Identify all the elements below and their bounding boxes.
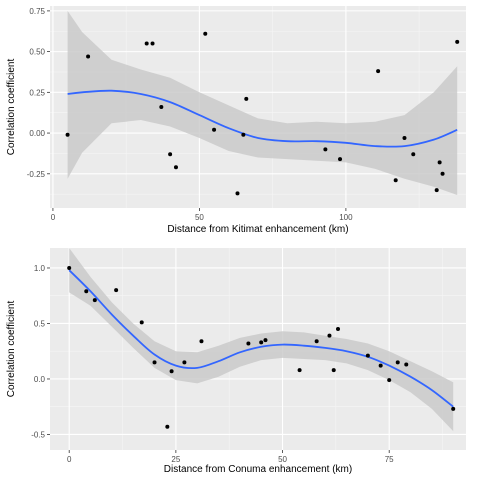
x-axis-title: Distance from Kitimat enhancement (km) — [167, 224, 348, 235]
data-point — [404, 362, 409, 367]
data-point — [297, 368, 302, 373]
y-tick-label: 0.00 — [29, 129, 45, 138]
data-point — [440, 171, 445, 176]
data-point — [393, 178, 398, 183]
data-point — [235, 191, 240, 196]
axis-ticks: 0 25 50 75 -0.5 0.0 0.5 1.0 — [31, 264, 394, 464]
x-tick-label: 0 — [51, 213, 56, 222]
data-point — [395, 360, 400, 365]
data-point — [336, 327, 340, 332]
x-tick-label: 75 — [385, 455, 394, 464]
y-tick-label: 0.5 — [34, 319, 46, 328]
x-tick-label: 50 — [195, 213, 204, 222]
data-point — [65, 132, 70, 137]
data-point — [246, 341, 251, 346]
data-point — [365, 353, 370, 358]
axis-ticks: 0 50 100 -0.25 0.00 0.25 0.50 0.75 — [27, 7, 353, 222]
data-point — [323, 147, 328, 152]
data-point — [376, 69, 381, 74]
x-tick-label: 25 — [171, 455, 180, 464]
data-point — [378, 363, 383, 368]
x-tick-label: 50 — [278, 455, 287, 464]
data-point — [152, 360, 157, 365]
data-point — [455, 39, 460, 44]
y-tick-label: 0.75 — [29, 7, 45, 16]
data-point — [203, 31, 208, 36]
y-tick-label: 1.0 — [34, 264, 46, 273]
smooth-line — [67, 89, 458, 148]
data-point — [387, 378, 392, 383]
data-point — [199, 339, 204, 344]
data-points — [65, 31, 460, 196]
smooth-line — [68, 269, 454, 408]
y-axis-title: Correlation coefficient — [6, 59, 17, 156]
data-point — [144, 41, 149, 46]
y-tick-label: 0.50 — [29, 48, 45, 57]
data-point — [244, 96, 249, 101]
confidence-ribbon — [69, 248, 454, 432]
chart-panel-2: 0 25 50 75 -0.5 0.0 0.5 1.0 Distance from Conuma… — [6, 248, 466, 475]
y-axis-title: Correlation coefficient — [6, 301, 17, 398]
y-tick-label: 0.25 — [29, 88, 45, 97]
data-point — [437, 160, 442, 165]
data-point — [114, 288, 119, 293]
data-point — [434, 188, 439, 193]
data-point — [139, 320, 144, 325]
confidence-ribbon — [67, 10, 458, 196]
y-tick-label: -0.5 — [31, 430, 45, 439]
data-point — [263, 338, 268, 343]
data-point — [84, 289, 89, 294]
chart-panel-1: 0 50 100 -0.25 0.00 0.25 0.50 0.75 Distance from… — [6, 6, 466, 235]
y-tick-label: -0.25 — [27, 170, 46, 179]
data-point — [259, 340, 264, 345]
data-point — [411, 152, 416, 157]
y-tick-label: 0.0 — [34, 375, 46, 384]
data-point — [327, 333, 332, 338]
data-point — [159, 105, 164, 109]
data-point — [241, 132, 246, 137]
data-point — [150, 41, 155, 46]
data-point — [212, 127, 217, 132]
data-point — [402, 135, 407, 140]
data-points — [67, 265, 456, 429]
data-point — [92, 298, 97, 303]
data-point — [165, 424, 170, 429]
x-tick-label: 100 — [339, 213, 353, 222]
data-point — [168, 152, 173, 157]
x-axis-title: Distance from Conuma enhancement (km) — [164, 464, 352, 475]
data-point — [67, 265, 72, 270]
data-point — [182, 360, 187, 365]
data-point — [338, 157, 343, 162]
data-point — [169, 369, 174, 374]
data-point — [314, 339, 319, 344]
data-point — [86, 54, 91, 59]
data-point — [451, 406, 456, 411]
x-tick-label: 0 — [67, 455, 72, 464]
data-point — [173, 165, 178, 170]
data-point — [331, 368, 336, 373]
